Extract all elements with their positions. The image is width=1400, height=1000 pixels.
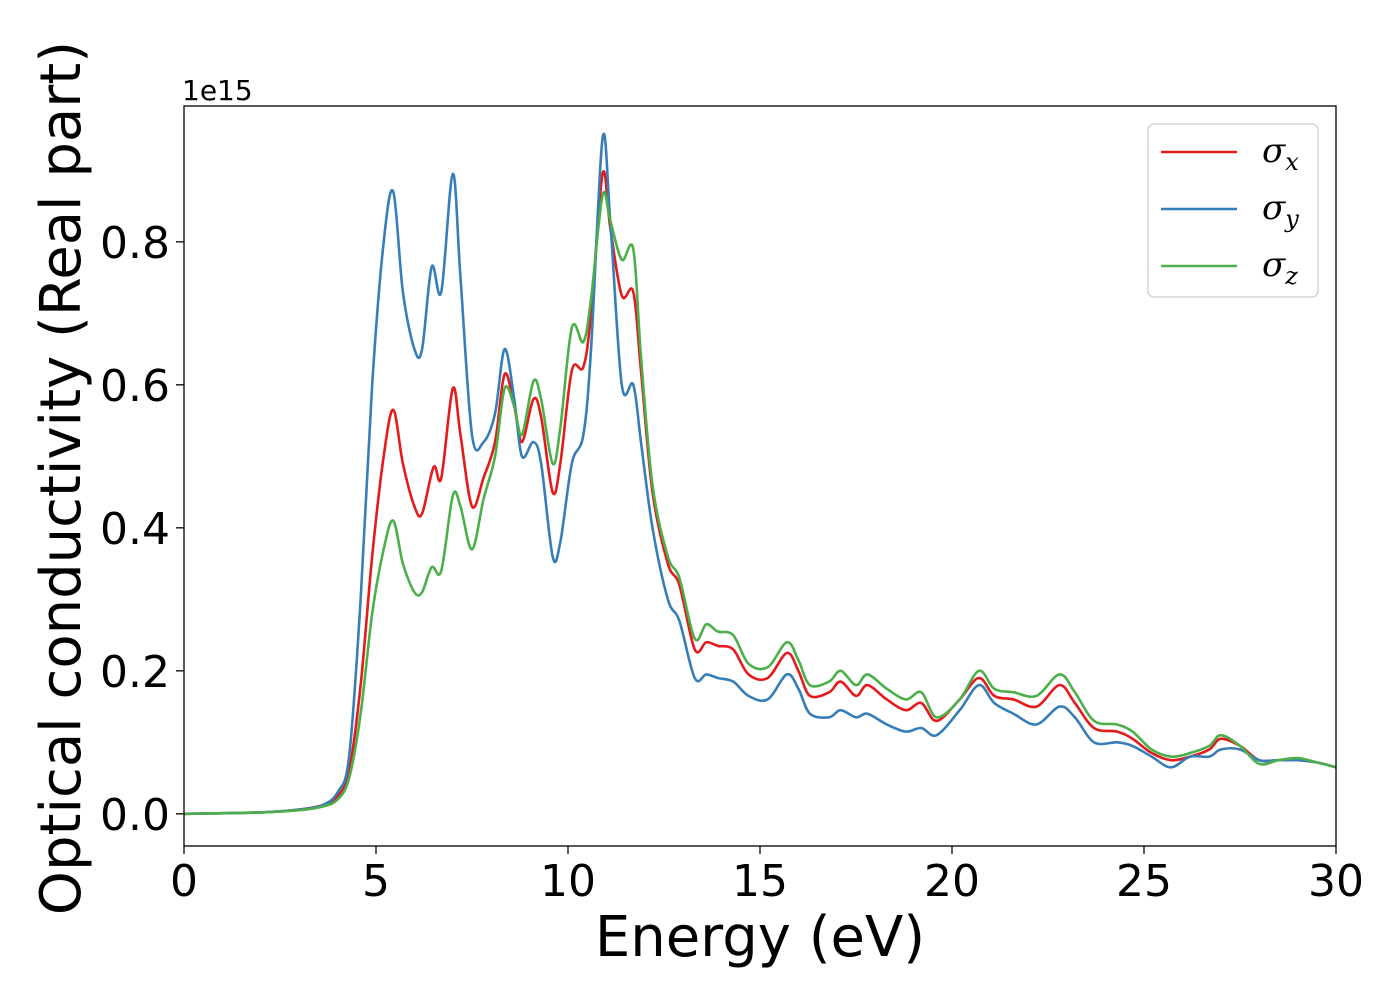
y-tick-label: 0.8 — [100, 218, 170, 269]
y-tick-label: 0.2 — [100, 647, 170, 698]
x-axis: 0 5 10 15 20 25 30 — [170, 846, 1364, 907]
y-tick-label: 0.0 — [100, 790, 170, 841]
x-axis-label: Energy (eV) — [595, 905, 925, 970]
legend-label-x: σx — [1262, 131, 1299, 176]
series-line-y — [183, 132, 1337, 816]
series-line-z — [183, 190, 1337, 816]
x-tick-label: 5 — [362, 856, 390, 907]
series-layer — [183, 132, 1337, 816]
x-tick-label: 30 — [1308, 856, 1364, 907]
legend: σx σy σz — [1147, 123, 1319, 298]
plot-area — [184, 106, 1336, 846]
legend-label-z: σz — [1262, 245, 1298, 290]
legend-label-y: σy — [1262, 188, 1299, 233]
y-tick-label: 0.4 — [100, 504, 170, 555]
legend-box — [1147, 123, 1319, 298]
x-tick-label: 15 — [732, 856, 788, 907]
y-axis-label: Optical conductivity (Real part) — [29, 41, 94, 915]
x-tick-label: 20 — [924, 856, 980, 907]
y-axis: 0.0 0.2 0.4 0.6 0.8 — [100, 218, 184, 841]
x-tick-label: 25 — [1116, 856, 1172, 907]
y-offset-label: 1e15 — [182, 74, 253, 107]
x-tick-label: 0 — [170, 856, 198, 907]
series-line-x — [183, 170, 1337, 816]
y-tick-label: 0.6 — [100, 361, 170, 412]
x-tick-label: 10 — [540, 856, 596, 907]
